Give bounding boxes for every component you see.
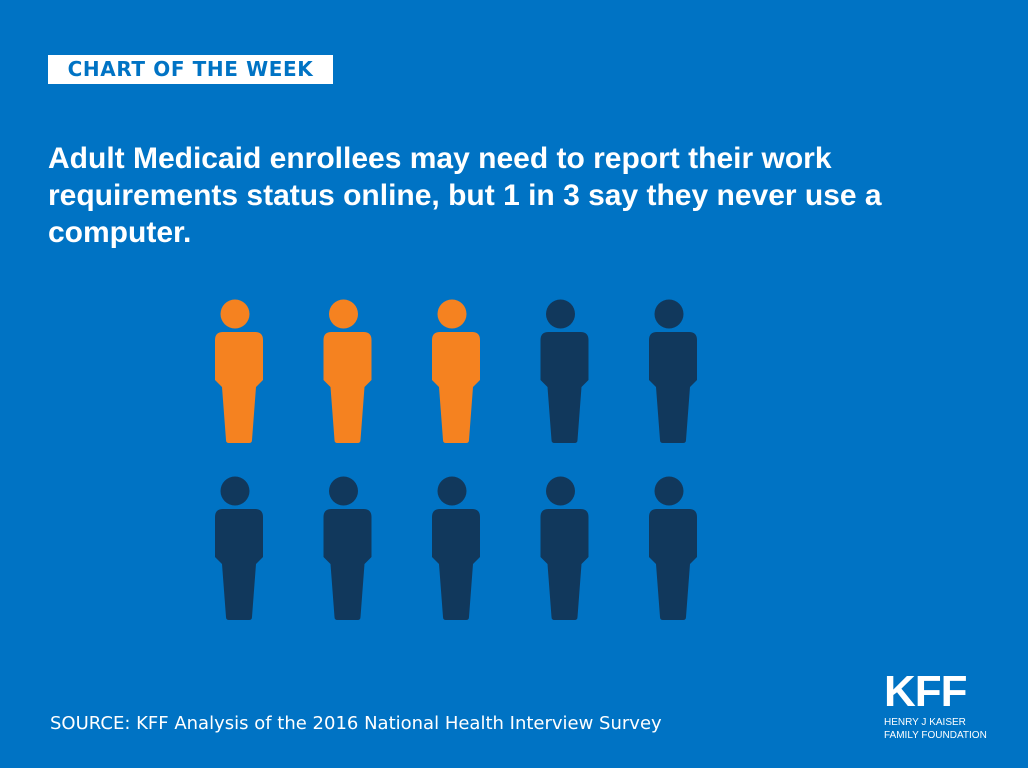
source-note: SOURCE: KFF Analysis of the 2016 Nationa…: [50, 713, 662, 734]
person-head: [220, 299, 250, 329]
logo-mark: KFF: [884, 667, 968, 716]
person-head: [546, 476, 575, 506]
person-body: [215, 509, 263, 620]
chart-title: Adult Medicaid enrollees may need to rep…: [48, 142, 882, 249]
person-icon-highlighted: [432, 299, 480, 443]
person-head: [654, 299, 684, 329]
logo-line-2: FAMILY FOUNDATION: [884, 730, 987, 741]
person-icon-highlighted: [323, 299, 372, 443]
person-head: [654, 476, 684, 506]
person-head: [437, 299, 467, 329]
person-body: [540, 509, 589, 620]
person-body: [432, 332, 480, 443]
person-head: [546, 299, 575, 329]
kff-logo: KFF HENRY J KAISER FAMILY FOUNDATION: [884, 668, 987, 742]
person-head: [329, 476, 358, 506]
person-icon: [540, 476, 589, 620]
person-body: [432, 509, 480, 620]
person-body: [323, 509, 372, 620]
person-body: [323, 332, 372, 443]
chart-of-the-week-badge: CHART OF THE WEEK: [48, 55, 333, 84]
logo-line-1: HENRY J KAISER: [884, 717, 966, 728]
person-body: [649, 332, 697, 443]
person-body: [540, 332, 589, 443]
person-icon: [215, 476, 263, 620]
person-icon: [432, 476, 480, 620]
person-head: [437, 476, 467, 506]
person-icon: [649, 299, 697, 443]
person-head: [220, 476, 250, 506]
person-head: [329, 299, 358, 329]
person-body: [649, 509, 697, 620]
person-icon-highlighted: [215, 299, 263, 443]
person-icon: [649, 476, 697, 620]
person-icon: [540, 299, 589, 443]
person-body: [215, 332, 263, 443]
person-icon: [323, 476, 372, 620]
